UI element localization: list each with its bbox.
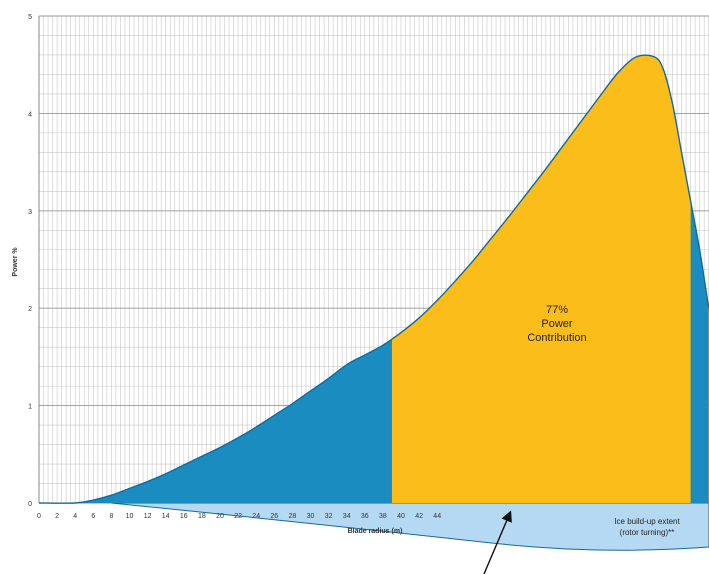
x-tick-label: 28 bbox=[289, 513, 297, 520]
tick-layer: 0 2 4 6 8 10 12 14 16 18 20 22 24 26 28 30 32 34 36 38 40 42 4… bbox=[28, 14, 441, 520]
x-tick-label: 42 bbox=[415, 513, 423, 520]
x-tick-label: 26 bbox=[270, 513, 278, 520]
ice-line1-label: Ice build-up extent bbox=[614, 517, 680, 526]
x-tick-label: 10 bbox=[126, 513, 134, 520]
x-axis-title: Blade radius (m) bbox=[348, 528, 403, 535]
annotation-arrow bbox=[483, 510, 512, 574]
x-tick-label: 4 bbox=[73, 513, 77, 520]
region-line1-label: Power bbox=[541, 318, 573, 330]
x-tick-label: 20 bbox=[216, 513, 224, 520]
x-tick-label: 2 bbox=[55, 513, 59, 520]
ice-buildup-area bbox=[111, 502, 709, 551]
x-tick-label: 30 bbox=[307, 513, 315, 520]
x-tick-label: 22 bbox=[234, 513, 242, 520]
x-tick-label: 18 bbox=[198, 513, 206, 520]
region-line2-label: Contribution bbox=[527, 332, 586, 344]
y-tick-label: 5 bbox=[28, 14, 32, 21]
x-tick-label: 24 bbox=[252, 513, 260, 520]
y-tick-label: 0 bbox=[28, 501, 32, 508]
y-tick-label: 1 bbox=[28, 404, 32, 411]
x-tick-label: 32 bbox=[325, 513, 333, 520]
pointer-arrow bbox=[483, 510, 512, 574]
x-tick-label: 38 bbox=[379, 513, 387, 520]
power-curve-line bbox=[38, 54, 709, 504]
power-area-orange bbox=[391, 55, 691, 503]
x-tick-label: 6 bbox=[91, 513, 95, 520]
region-percent-label: 77% bbox=[546, 304, 568, 316]
ice-line2-label: (rotor turning)** bbox=[620, 528, 675, 537]
y-tick-label: 2 bbox=[28, 306, 32, 313]
x-tick-label: 0 bbox=[37, 513, 41, 520]
x-tick-label: 16 bbox=[180, 513, 188, 520]
x-tick-label: 40 bbox=[397, 513, 405, 520]
x-tick-label: 12 bbox=[144, 513, 152, 520]
x-tick-label: 8 bbox=[109, 513, 113, 520]
x-tick-label: 14 bbox=[162, 513, 170, 520]
x-tick-label: 44 bbox=[433, 513, 441, 520]
y-tick-label: 4 bbox=[28, 111, 32, 118]
y-axis-title: Power % bbox=[12, 247, 19, 277]
x-tick-label: 36 bbox=[361, 513, 369, 520]
area-layer bbox=[38, 54, 709, 551]
x-tick-label: 34 bbox=[343, 513, 351, 520]
y-tick-label: 3 bbox=[28, 209, 32, 216]
